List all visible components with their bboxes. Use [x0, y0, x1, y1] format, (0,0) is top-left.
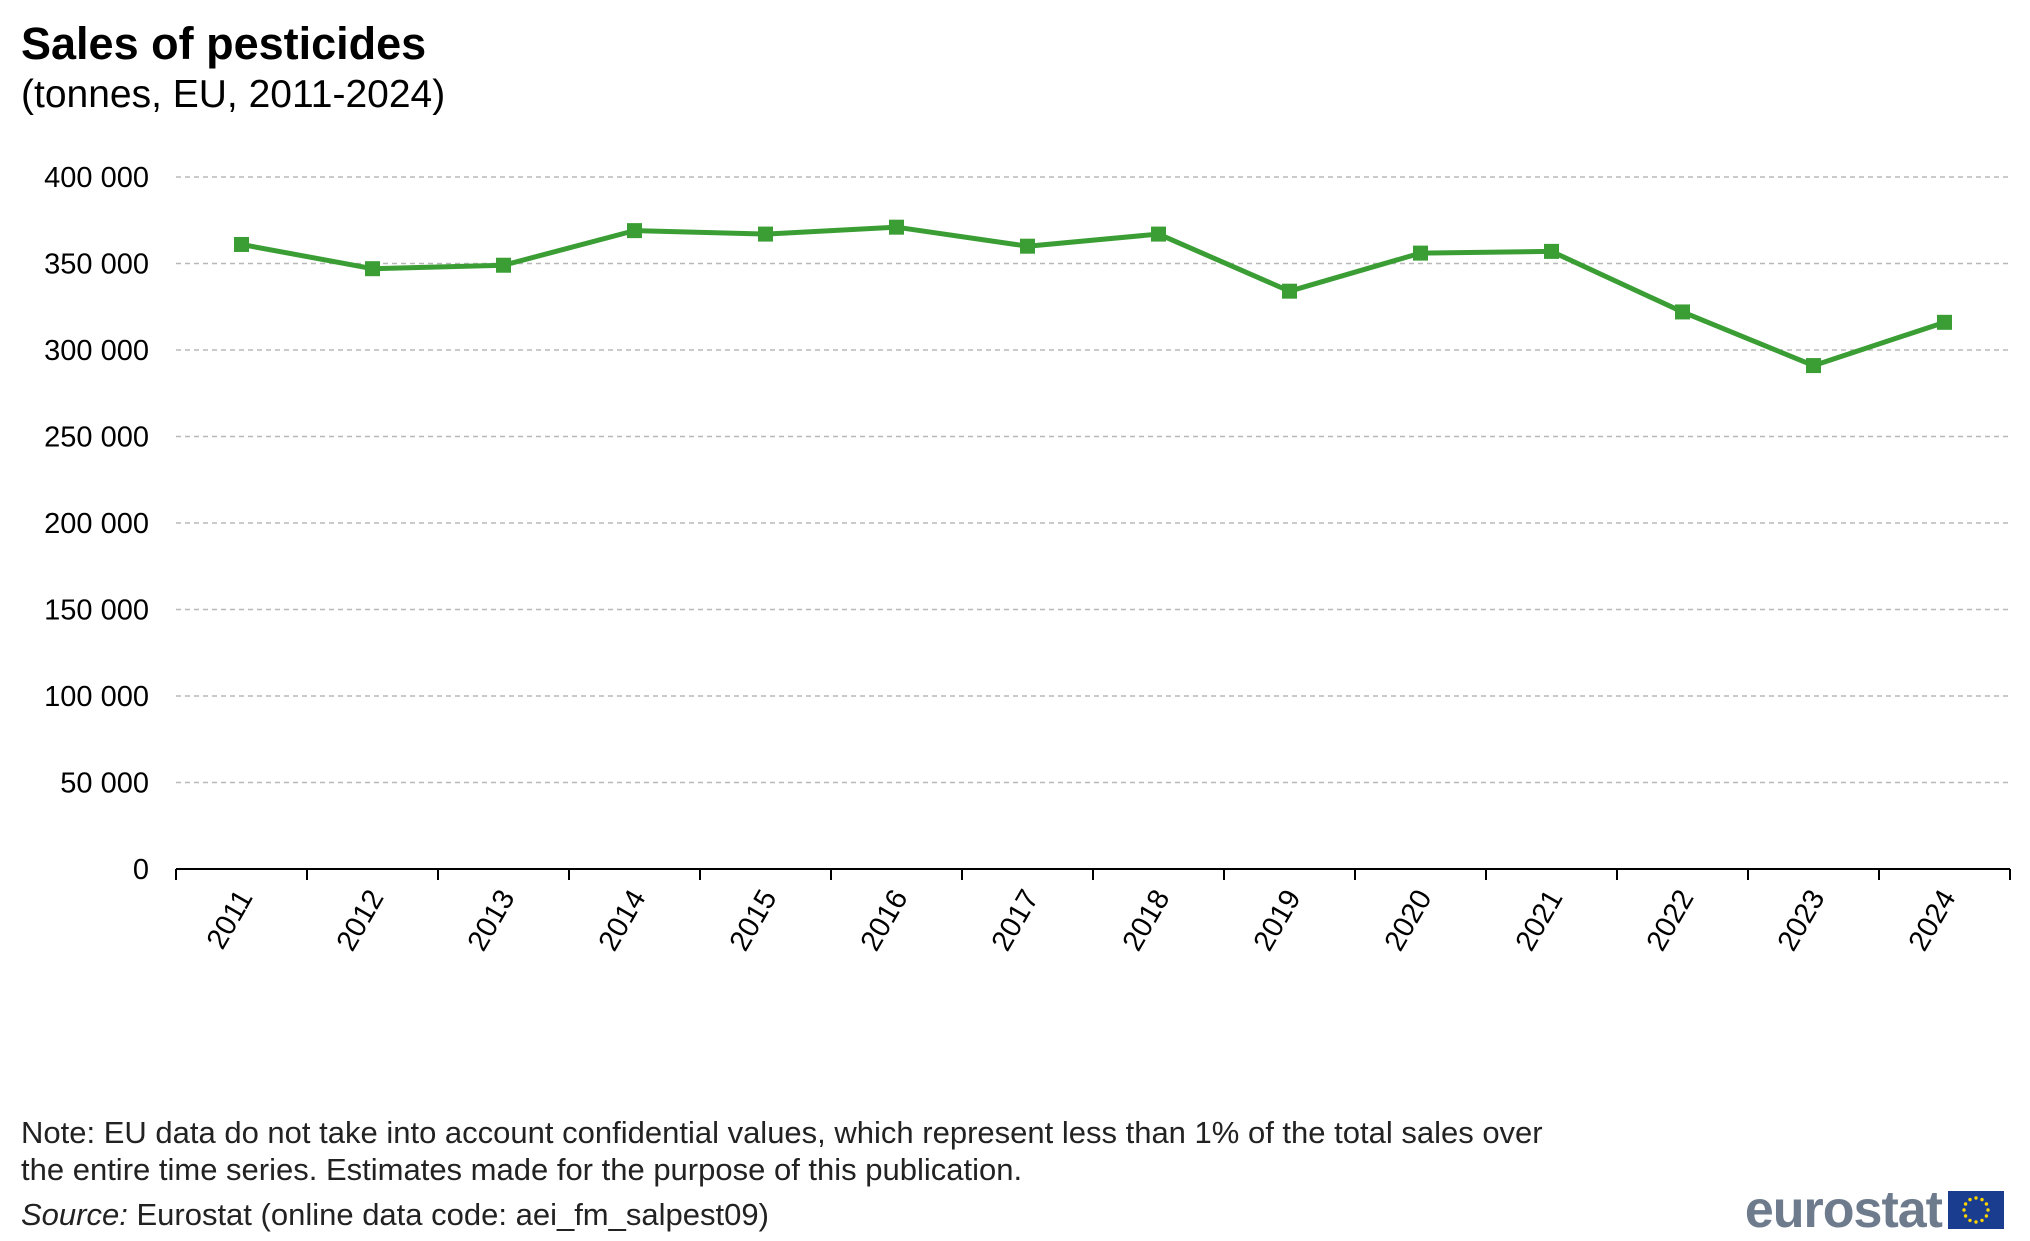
y-tick-label: 400 000	[44, 162, 149, 194]
flag-star	[1984, 1214, 1989, 1218]
data-point	[1675, 304, 1690, 320]
x-tick-label: 2022	[1641, 885, 1701, 957]
y-tick-labels: 0 50 000 100 000 150 000 200 000 250 000 300 0…	[44, 162, 149, 886]
data-point	[1806, 358, 1821, 374]
x-tick-labels: 2011 2012 2013 2014 2015 2016 2017 2018 2019 2020…	[201, 885, 1963, 957]
flag-star	[1984, 1202, 1989, 1206]
flag-star	[1974, 1220, 1978, 1224]
axes	[175, 868, 2011, 880]
flag-star	[1968, 1218, 1972, 1223]
x-tick-label: 2023	[1772, 885, 1832, 957]
data-point	[1544, 243, 1559, 259]
flag-star	[1968, 1197, 1972, 1202]
eurostat-logo: eurostat	[1745, 1184, 2004, 1236]
data-point	[1020, 238, 1035, 254]
x-tick-label: 2013	[462, 885, 522, 957]
data-point	[1151, 226, 1166, 242]
data-point	[627, 223, 642, 239]
x-tick-label: 2024	[1903, 885, 1963, 957]
y-tick-label: 150 000	[44, 595, 149, 627]
x-tick-label: 2017	[986, 885, 1046, 957]
data-point	[234, 236, 249, 252]
flag-star	[1974, 1196, 1978, 1200]
data-point	[365, 261, 380, 277]
y-tick-label: 0	[133, 854, 149, 886]
y-tick-label: 250 000	[44, 422, 149, 454]
y-tick-label: 200 000	[44, 508, 149, 540]
flag-star	[1980, 1197, 1984, 1202]
x-tick-label: 2018	[1117, 885, 1177, 957]
data-point	[1413, 245, 1428, 261]
x-tick-label: 2016	[855, 885, 915, 957]
data-point	[1282, 283, 1297, 299]
flag-star	[1963, 1202, 1968, 1206]
flag-star	[1980, 1218, 1984, 1223]
x-tick-label: 2015	[724, 885, 784, 957]
line-chart: 0 50 000 100 000 150 000 200 000 250 000 300 0…	[44, 162, 2011, 957]
chart-source: Source: Eurostat (online data code: aei_…	[21, 1197, 769, 1233]
data-point	[889, 219, 904, 235]
y-tick-label: 100 000	[44, 681, 149, 713]
chart-note: Note: EU data do not take into account c…	[21, 1115, 1543, 1187]
chart-title: Sales of pesticides	[21, 18, 427, 69]
series-layer	[234, 219, 1952, 374]
x-tick-label: 2021	[1510, 885, 1570, 957]
x-tick-label: 2011	[201, 885, 260, 955]
flag-star	[1962, 1208, 1966, 1212]
data-point	[496, 257, 511, 273]
source-text: Eurostat (online data code: aei_fm_salpe…	[127, 1197, 769, 1232]
eu-flag-icon	[1948, 1191, 2004, 1229]
x-tick-label: 2020	[1379, 885, 1439, 957]
flag-star	[1986, 1208, 1990, 1212]
y-tick-label: 50 000	[60, 768, 149, 800]
y-tick-label: 350 000	[44, 249, 149, 281]
series-line	[241, 224, 1946, 369]
chart-subtitle: (tonnes, EU, 2011-2024)	[21, 73, 446, 116]
flag-star	[1963, 1214, 1968, 1218]
logo-text: eurostat	[1744, 1181, 1943, 1239]
x-tick-label: 2019	[1248, 885, 1308, 957]
source-label: Source:	[21, 1197, 128, 1232]
data-point	[1937, 314, 1952, 330]
data-point	[758, 226, 773, 242]
x-tick-label: 2014	[593, 885, 653, 957]
y-tick-label: 300 000	[44, 335, 149, 367]
x-tick-label: 2012	[331, 885, 391, 957]
